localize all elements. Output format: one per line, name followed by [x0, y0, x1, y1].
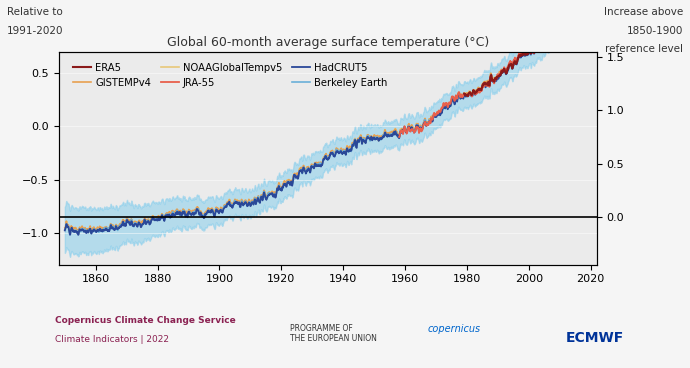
Title: Global 60-month average surface temperature (°C): Global 60-month average surface temperat…	[166, 36, 489, 49]
Text: PROGRAMME OF
THE EUROPEAN UNION: PROGRAMME OF THE EUROPEAN UNION	[290, 324, 377, 343]
Text: 1850-1900: 1850-1900	[627, 26, 683, 36]
Legend: ERA5, GISTEMPv4, NOAAGlobalTempv5, JRA-55, HadCRUT5, Berkeley Earth: ERA5, GISTEMPv4, NOAAGlobalTempv5, JRA-5…	[69, 59, 392, 92]
Text: reference level: reference level	[605, 44, 683, 54]
Text: 1991-2020: 1991-2020	[7, 26, 63, 36]
Text: copernicus: copernicus	[428, 324, 481, 334]
Text: Relative to: Relative to	[7, 7, 63, 17]
Text: Climate Indicators | 2022: Climate Indicators | 2022	[55, 335, 169, 344]
Text: Increase above: Increase above	[604, 7, 683, 17]
Text: ECMWF: ECMWF	[566, 331, 624, 345]
Text: Copernicus Climate Change Service: Copernicus Climate Change Service	[55, 316, 236, 325]
